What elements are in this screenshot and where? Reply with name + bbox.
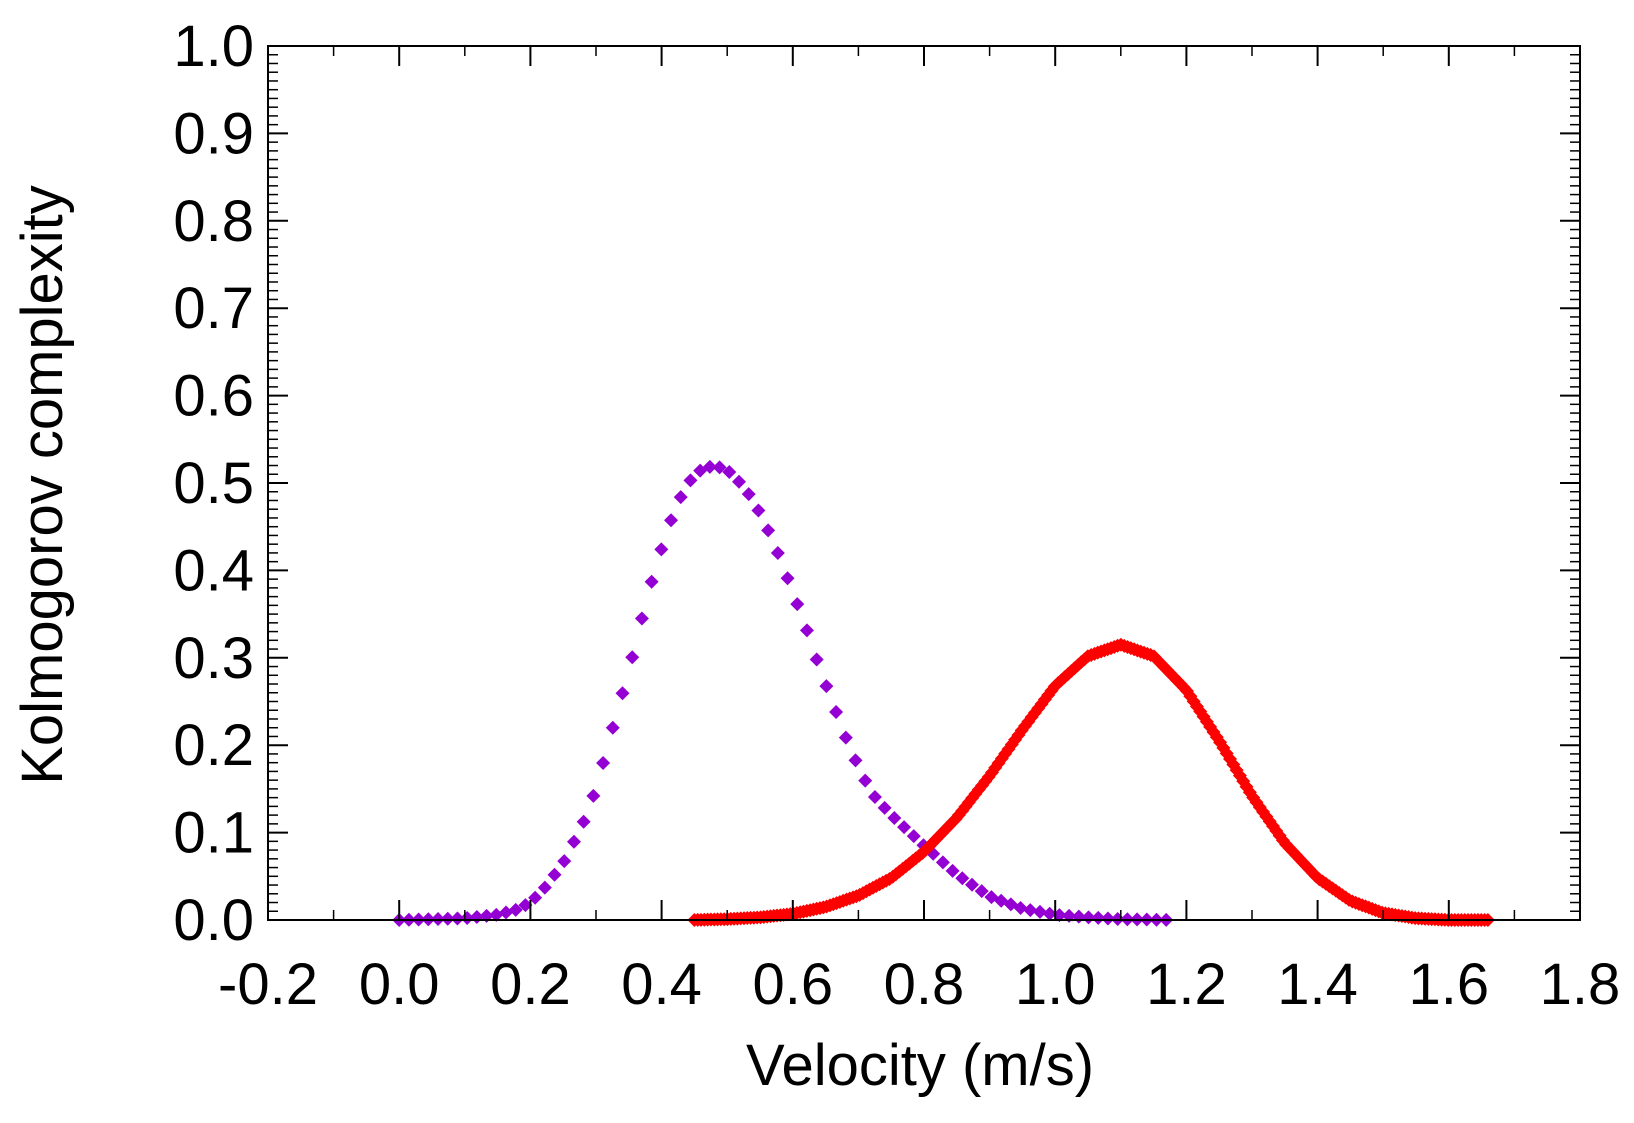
data-point-purple bbox=[1100, 911, 1115, 926]
data-point-purple bbox=[906, 829, 921, 844]
x-tick-label: 0.2 bbox=[490, 952, 571, 1017]
x-tick-label: 1.6 bbox=[1408, 952, 1489, 1017]
y-tick-label: 0.4 bbox=[173, 538, 254, 603]
x-tick-label: 1.8 bbox=[1540, 952, 1621, 1017]
data-point-purple bbox=[460, 911, 475, 926]
x-axis-label: Velocity (m/s) bbox=[746, 1033, 1094, 1098]
data-point-purple bbox=[732, 474, 747, 489]
data-point-purple bbox=[751, 503, 766, 518]
x-tick-label: 1.2 bbox=[1146, 952, 1227, 1017]
data-point-purple bbox=[848, 753, 863, 768]
data-point-purple bbox=[838, 730, 853, 745]
data-point-purple bbox=[518, 898, 533, 913]
y-tick-label: 0.9 bbox=[173, 101, 254, 166]
data-point-purple bbox=[450, 911, 465, 926]
y-tick-label: 0.8 bbox=[173, 189, 254, 254]
y-tick-label: 0.2 bbox=[173, 713, 254, 778]
data-point-purple bbox=[576, 814, 591, 829]
data-point-purple bbox=[528, 890, 543, 905]
data-point-purple bbox=[498, 905, 513, 920]
series-layer bbox=[392, 459, 1495, 927]
data-point-purple bbox=[1023, 903, 1038, 918]
data-point-purple bbox=[887, 811, 902, 826]
data-point-purple bbox=[654, 542, 669, 557]
x-tick-label: 0.4 bbox=[621, 952, 702, 1017]
data-point-purple bbox=[712, 460, 727, 475]
data-point-purple bbox=[1091, 910, 1106, 925]
data-point-purple bbox=[780, 571, 795, 586]
data-point-purple bbox=[974, 884, 989, 899]
data-point-purple bbox=[702, 459, 717, 474]
data-point-purple bbox=[819, 679, 834, 694]
x-tick-label: 1.4 bbox=[1277, 952, 1358, 1017]
data-point-purple bbox=[644, 574, 659, 589]
series-red bbox=[687, 637, 1495, 927]
data-point-purple bbox=[625, 650, 640, 665]
data-point-purple bbox=[605, 720, 620, 735]
data-point-purple bbox=[547, 867, 562, 882]
data-point-purple bbox=[537, 880, 552, 895]
plot-frame bbox=[267, 45, 1581, 921]
data-point-purple bbox=[615, 686, 630, 701]
data-point-purple bbox=[722, 464, 737, 479]
x-tick-label: 0.6 bbox=[752, 952, 833, 1017]
data-point-purple bbox=[489, 907, 504, 922]
data-point-purple bbox=[761, 523, 776, 538]
data-point-purple bbox=[586, 788, 601, 803]
data-point-purple bbox=[829, 704, 844, 719]
data-point-purple bbox=[897, 820, 912, 835]
x-tick-label: -0.2 bbox=[218, 952, 318, 1017]
data-point-purple bbox=[634, 611, 649, 626]
y-axis-label: Kolmogorov complexity bbox=[10, 185, 75, 785]
y-tick-label: 0.3 bbox=[173, 626, 254, 691]
data-point-purple bbox=[566, 834, 581, 849]
y-tick-label: 0.6 bbox=[173, 364, 254, 429]
y-tick-label: 0.1 bbox=[173, 801, 254, 866]
data-point-purple bbox=[508, 902, 523, 917]
labels-layer: Velocity (m/s) Kolmogorov complexity bbox=[10, 185, 1094, 1098]
data-point-purple bbox=[945, 863, 960, 878]
data-point-purple bbox=[1042, 906, 1057, 921]
y-tick-label: 0.0 bbox=[173, 888, 254, 953]
data-point-purple bbox=[431, 911, 446, 926]
axes-layer: 0.00.10.20.30.40.50.60.70.80.91.0-0.2 0.0… bbox=[173, 14, 1620, 1017]
data-point-purple bbox=[1013, 900, 1028, 915]
data-point-purple bbox=[955, 871, 970, 886]
data-point-purple bbox=[1032, 904, 1047, 919]
y-tick-label: 0.5 bbox=[173, 451, 254, 516]
x-tick-label: 0.0 bbox=[359, 952, 440, 1017]
data-point-purple bbox=[790, 597, 805, 612]
data-point-purple bbox=[809, 652, 824, 667]
data-point-purple bbox=[664, 513, 679, 528]
y-tick-label: 0.7 bbox=[173, 276, 254, 341]
data-point-purple bbox=[867, 790, 882, 805]
y-tick-label: 1.0 bbox=[173, 14, 254, 79]
data-point-purple bbox=[799, 623, 814, 638]
data-point-purple bbox=[440, 911, 455, 926]
data-point-purple bbox=[858, 773, 873, 788]
data-point-purple bbox=[596, 755, 611, 770]
data-point-purple bbox=[877, 800, 892, 815]
data-point-purple bbox=[557, 854, 572, 869]
data-point-purple bbox=[683, 473, 698, 488]
data-point-purple bbox=[965, 877, 980, 892]
data-point-purple bbox=[770, 546, 785, 561]
data-point-purple bbox=[741, 487, 756, 502]
series-purple bbox=[392, 459, 1174, 927]
x-tick-label: 0.8 bbox=[884, 952, 965, 1017]
x-tick-label: 1.0 bbox=[1015, 952, 1096, 1017]
data-point-purple bbox=[673, 490, 688, 505]
data-point-purple bbox=[935, 855, 950, 870]
